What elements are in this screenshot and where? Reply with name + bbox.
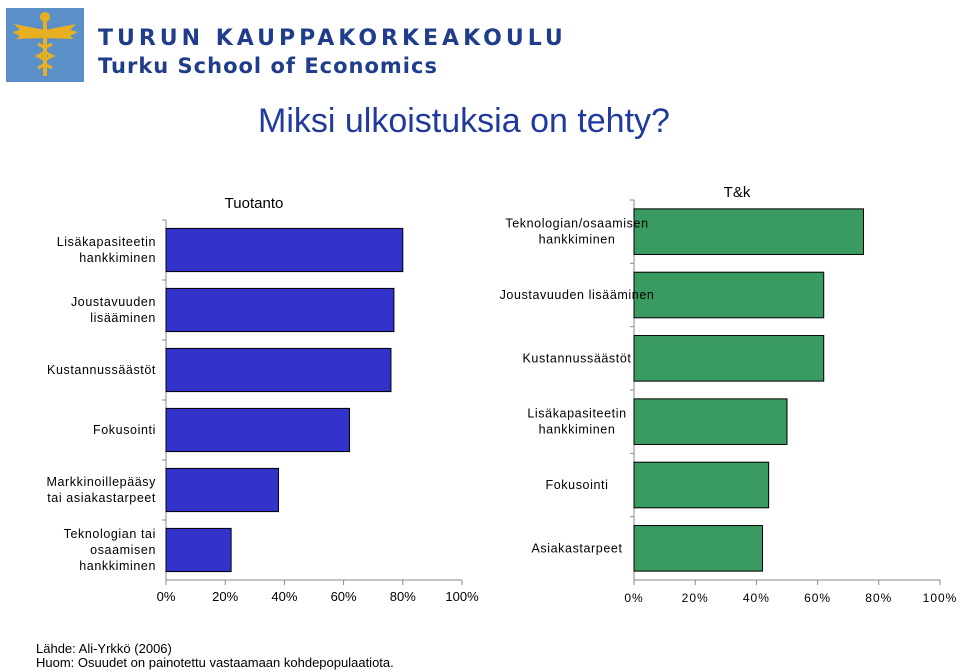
tk-x-tick-label: 80% — [865, 591, 892, 605]
tuotanto-chart-title: Tuotanto — [225, 195, 284, 212]
tuotanto-x-tick-label: 100% — [445, 589, 479, 604]
tk-bar — [633, 208, 864, 255]
tk-x-tick-label: 40% — [743, 591, 770, 605]
tuotanto-category-label: Lisäkapasiteetin hankkiminen — [57, 235, 156, 265]
tuotanto-x-tick-label: 80% — [390, 589, 416, 604]
tk-x-tick-label: 60% — [804, 591, 831, 605]
footer-note: Huom: Osuudet on painotettu vastaamaan k… — [36, 655, 394, 670]
tuotanto-bar — [165, 407, 351, 453]
tuotanto-category-label: Joustavuuden lisääminen — [71, 295, 156, 325]
tk-bar — [633, 525, 764, 572]
tk-category-label: Kustannussäästöt — [523, 351, 632, 365]
tk-category-label: Lisäkapasiteetin hankkiminen — [527, 407, 626, 437]
caduceus-emblem — [6, 8, 84, 82]
tuotanto-x-tick-label: 40% — [271, 589, 297, 604]
tuotanto-bar — [165, 227, 404, 273]
tuotanto-bar — [165, 347, 392, 393]
tk-x-tick-label: 20% — [682, 591, 709, 605]
tk-x-tick-label: 0% — [624, 591, 643, 605]
tk-bar — [633, 271, 825, 319]
page-title: Miksi ulkoistuksia on tehty? — [258, 102, 670, 140]
tk-category-label: Asiakastarpeet — [531, 541, 622, 555]
tuotanto-bar — [165, 467, 279, 513]
tk-x-tick-label: 100% — [923, 591, 958, 605]
tuotanto-category-label: Kustannussäästöt — [47, 363, 156, 377]
tuotanto-category-label: Fokusointi — [93, 423, 156, 437]
tuotanto-category-label: Teknologian tai osaamisen hankkiminen — [64, 527, 156, 573]
tk-bar — [633, 398, 788, 445]
footer-source: Lähde: Ali-Yrkkö (2006) — [36, 641, 172, 656]
tuotanto-x-tick-label: 20% — [212, 589, 238, 604]
tuotanto-x-tick-label: 60% — [331, 589, 357, 604]
tk-bar — [633, 461, 770, 509]
tuotanto-category-label: Markkinoillepääsy tai asiakastarpeet — [46, 475, 156, 505]
tk-category-label: Fokusointi — [546, 478, 609, 492]
tk-category-label: Joustavuuden lisääminen — [500, 288, 655, 302]
school-logo: TURUN KAUPPAKORKEAKOULU Turku School of … — [6, 8, 563, 82]
logo-line2: Turku School of Economics — [98, 54, 438, 78]
tuotanto-x-tick-label: 0% — [157, 589, 176, 604]
logo-line1: TURUN KAUPPAKORKEAKOULU — [98, 26, 567, 51]
caduceus-icon — [12, 12, 78, 76]
tk-bar — [633, 335, 825, 382]
tk-category-label: Teknologian/osaamisen hankkiminen — [505, 217, 648, 247]
tuotanto-bar — [165, 287, 395, 333]
tk-chart-title: T&k — [724, 184, 751, 201]
tuotanto-bar — [165, 527, 232, 573]
